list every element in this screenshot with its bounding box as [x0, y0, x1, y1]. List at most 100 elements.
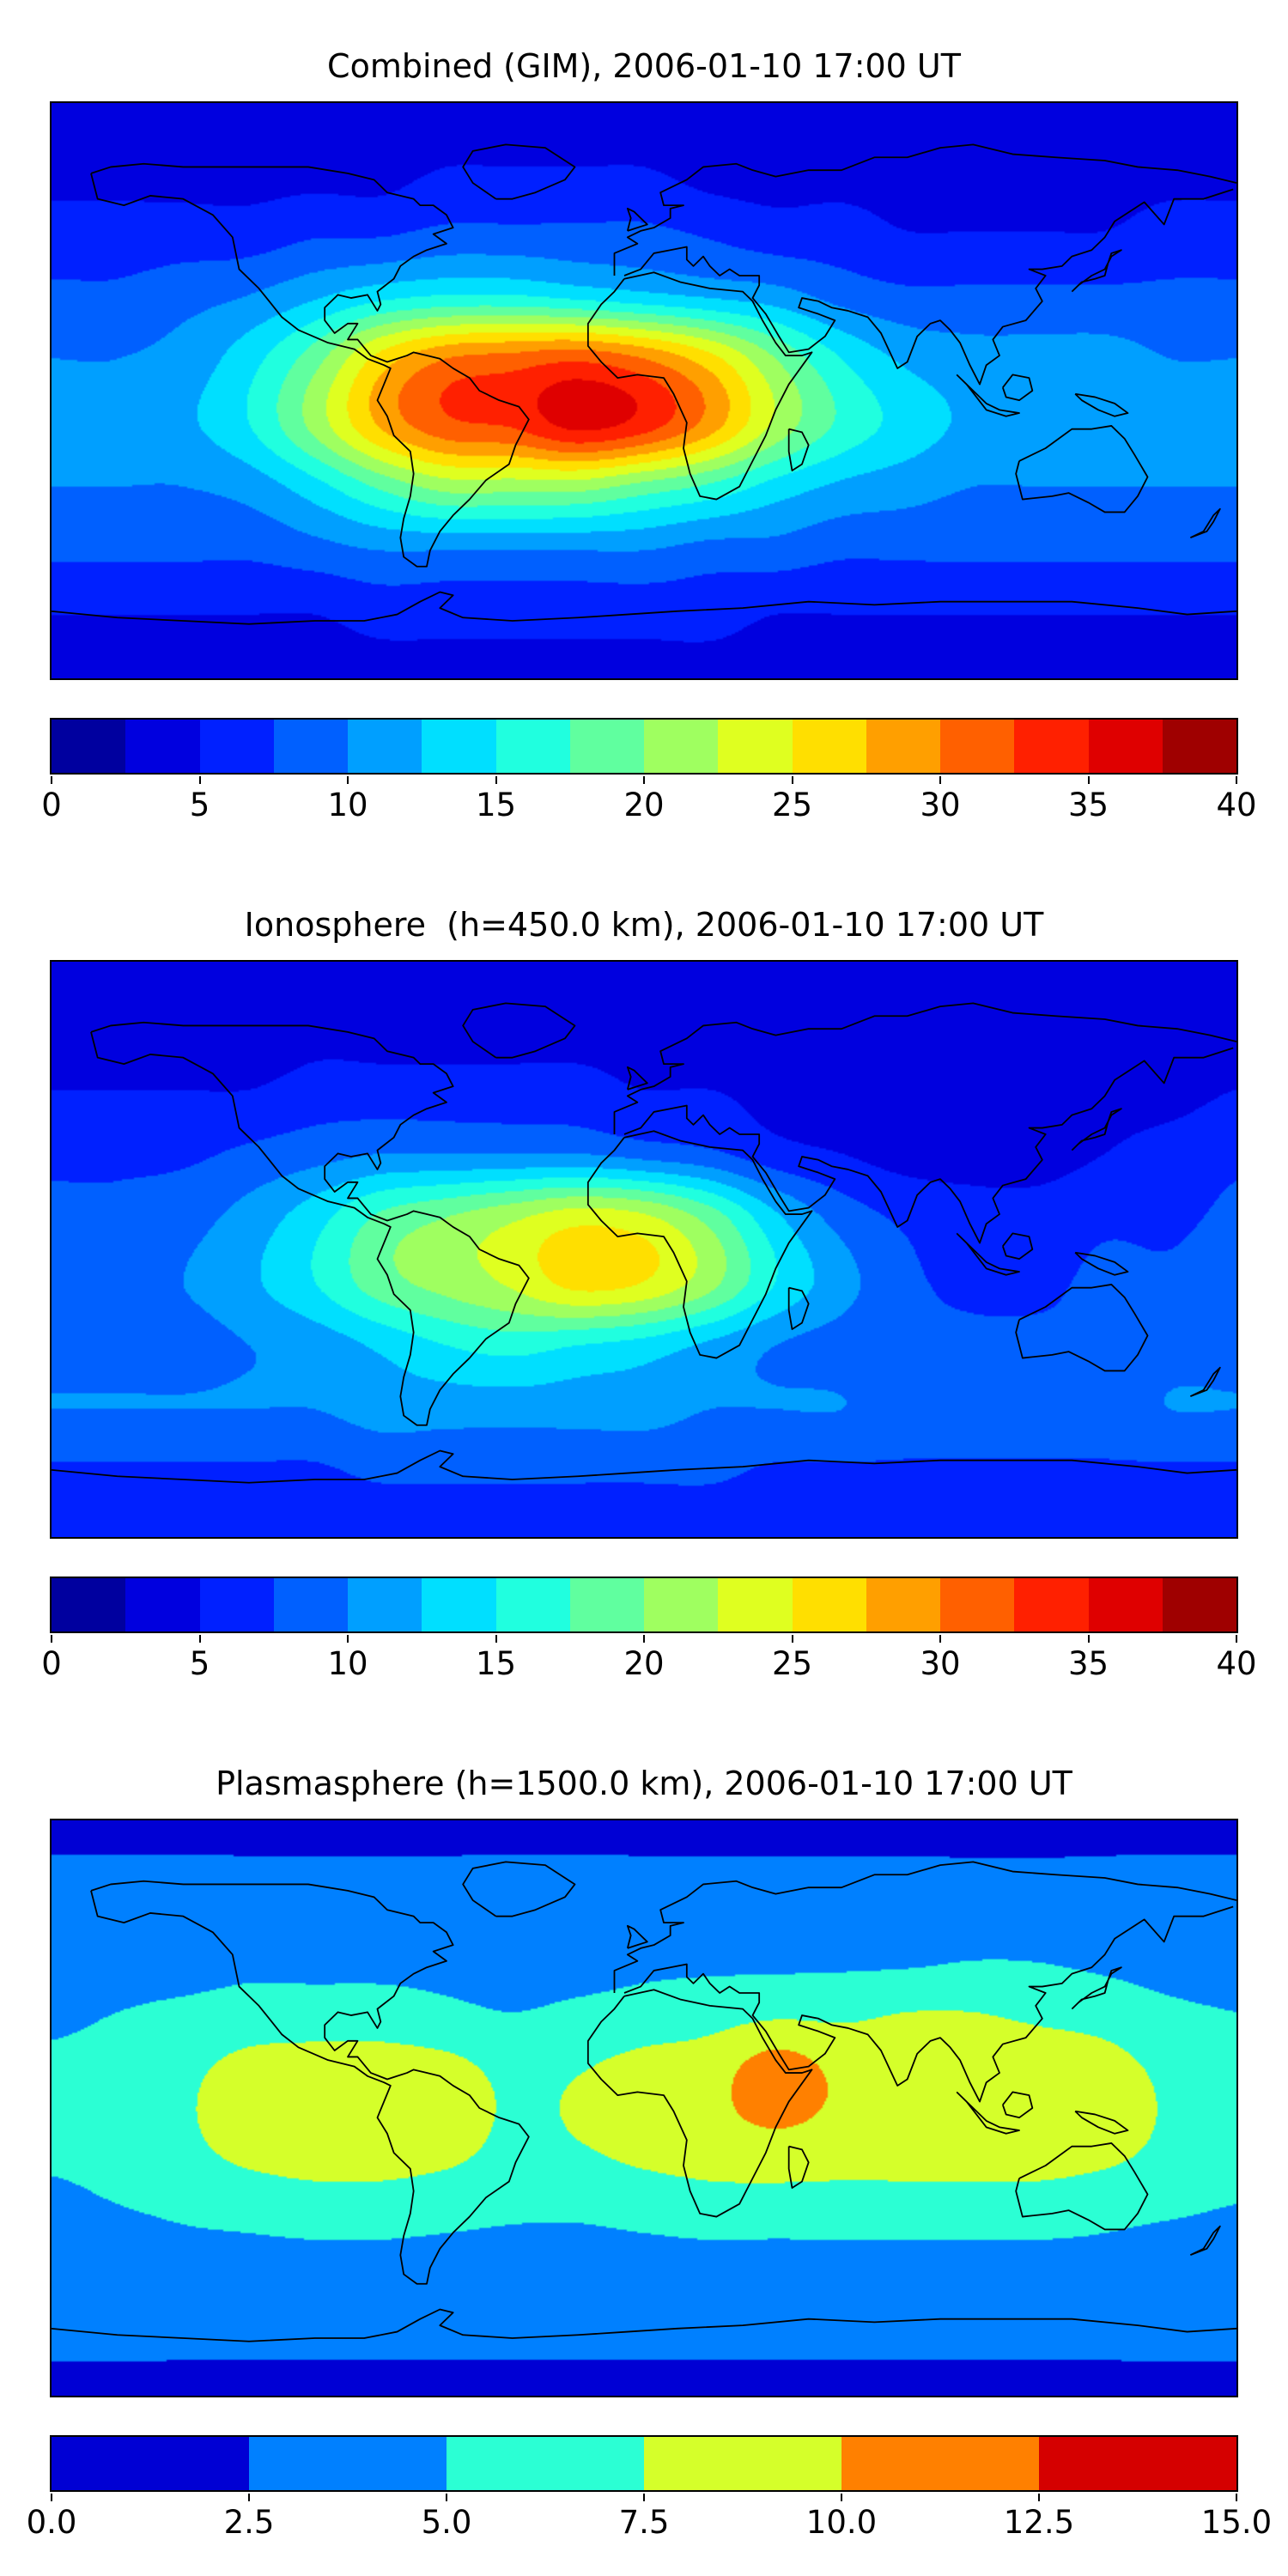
coastline-path	[52, 592, 1236, 623]
coastline-path	[1003, 1233, 1033, 1259]
colorbar-tick-mark	[1087, 1634, 1090, 1643]
coastline-path	[628, 1066, 647, 1089]
colorbar-segment	[52, 1577, 126, 1631]
colorbar-segment	[52, 719, 126, 773]
tec-field-canvas	[52, 102, 1236, 678]
colorbar-tick-label: 0.0	[26, 2503, 77, 2541]
coastline-path	[615, 144, 1237, 276]
coastline-path	[624, 1048, 1233, 1242]
colorbar-tick-label: 30	[920, 1644, 961, 1682]
coastline-path	[1016, 425, 1147, 512]
colorbar-segment	[422, 1577, 496, 1631]
coastline-path	[91, 163, 529, 566]
colorbar-segment	[495, 719, 570, 773]
colorbar-tick-label: 10	[327, 786, 368, 823]
colorbar-tick-label: 35	[1067, 1644, 1109, 1682]
colorbar-segment	[792, 1577, 866, 1631]
colorbar-segment	[52, 2436, 249, 2490]
coastline-path	[628, 1925, 647, 1947]
map-axes	[50, 959, 1238, 1539]
colorbar-segment	[125, 719, 200, 773]
coastlines-overlay	[52, 962, 1236, 1537]
colorbar-tick-mark	[51, 775, 52, 784]
coastline-path	[1016, 1284, 1147, 1370]
colorbar-tick-label: 40	[1216, 1644, 1257, 1682]
colorbar-segment	[644, 1577, 719, 1631]
colorbar	[50, 717, 1238, 775]
coastline-path	[1003, 2092, 1033, 2117]
panel-title: Combined (GIM), 2006-01-10 17:00 UT	[327, 47, 961, 85]
colorbar-segment	[940, 719, 1015, 773]
colorbar-segment	[125, 1577, 200, 1631]
coastlines-overlay	[52, 1820, 1236, 2396]
colorbar-tick-mark	[51, 2493, 52, 2501]
colorbar-segment	[569, 719, 644, 773]
coastline-path	[1075, 2111, 1127, 2133]
coastline-path	[1190, 1367, 1220, 1396]
colorbar-segment	[1088, 719, 1163, 773]
colorbar-tick-label: 15.0	[1200, 2503, 1273, 2541]
colorbar-tick-label: 25	[771, 786, 813, 823]
colorbar-segment	[866, 1577, 940, 1631]
coastline-path	[789, 2146, 809, 2187]
colorbar	[50, 1576, 1238, 1633]
colorbar-segment	[273, 1577, 348, 1631]
coastline-path	[957, 1233, 1019, 1274]
coastline-path	[1072, 1967, 1121, 2008]
colorbar-tick-label: 5.0	[421, 2503, 472, 2541]
map-axes	[50, 1818, 1238, 2397]
tec-field-canvas	[52, 1820, 1236, 2396]
coastline-path	[1075, 393, 1127, 416]
colorbar-tick-mark	[198, 775, 201, 784]
coastline-path	[52, 2309, 1236, 2341]
colorbar-tick-label: 40	[1216, 786, 1257, 823]
coastline-path	[588, 1990, 812, 2216]
colorbar-tick-mark	[198, 1634, 201, 1643]
colorbar-tick-mark	[1236, 775, 1237, 784]
colorbar-segment	[644, 2436, 841, 2490]
colorbar-segment	[273, 719, 348, 773]
coastline-path	[463, 1003, 574, 1057]
coastline-path	[1075, 1252, 1127, 1274]
coastline-path	[91, 1880, 529, 2283]
colorbar-tick-label: 7.5	[618, 2503, 670, 2541]
coastline-path	[957, 374, 1019, 416]
colorbar-tick-label: 2.5	[223, 2503, 275, 2541]
coastline-path	[1190, 508, 1220, 538]
map-axes	[50, 100, 1238, 680]
colorbar-tick-mark	[643, 775, 645, 784]
panel-plasmasphere: Plasmasphere (h=1500.0 km), 2006-01-10 1…	[0, 1717, 1288, 2576]
colorbar-tick-mark	[1236, 2493, 1237, 2501]
coastline-path	[1072, 250, 1121, 291]
colorbar-tick-label: 15	[475, 786, 517, 823]
colorbar-tick-label: 10.0	[805, 2503, 878, 2541]
colorbar-tick-label: 30	[920, 786, 961, 823]
coastline-path	[615, 1003, 1237, 1134]
coastline-path	[1016, 2142, 1147, 2229]
coastline-path	[1072, 1109, 1121, 1150]
colorbar-segment	[1162, 1577, 1236, 1631]
colorbar-segment	[249, 2436, 447, 2490]
panel-title: Plasmasphere (h=1500.0 km), 2006-01-10 1…	[216, 1765, 1072, 1802]
colorbar-tick-mark	[347, 775, 349, 784]
coastline-path	[789, 1287, 809, 1328]
colorbar-segment	[841, 2436, 1039, 2490]
colorbar-segment	[644, 719, 719, 773]
coastline-path	[624, 189, 1233, 384]
colorbar-tick-mark	[939, 1634, 941, 1643]
colorbar-tick-mark	[939, 775, 941, 784]
colorbar-tick-mark	[1038, 2493, 1040, 2501]
coastline-path	[615, 1862, 1237, 1993]
coastlines-overlay	[52, 103, 1236, 678]
colorbar-tick-mark	[643, 1634, 645, 1643]
colorbar-tick-mark	[51, 1634, 52, 1643]
colorbar-tick-label: 35	[1067, 786, 1109, 823]
colorbar-tick-label: 20	[623, 786, 665, 823]
panel-title: Ionosphere (h=450.0 km), 2006-01-10 17:0…	[244, 906, 1044, 944]
colorbar-segment	[1088, 1577, 1163, 1631]
colorbar-tick-mark	[347, 1634, 349, 1643]
colorbar-segment	[1039, 2436, 1236, 2490]
coastline-path	[628, 208, 647, 230]
colorbar-tick-mark	[791, 1634, 793, 1643]
colorbar-segment	[866, 719, 940, 773]
